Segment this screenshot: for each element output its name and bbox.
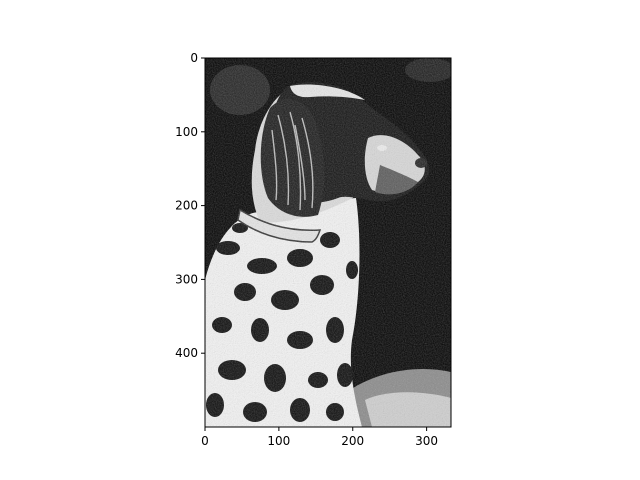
image-area — [205, 58, 451, 427]
y-tick-label: 400 — [175, 346, 198, 360]
x-tick-label: 200 — [341, 434, 364, 448]
y-tick-label: 0 — [190, 51, 198, 65]
x-axis: 0 100 200 300 — [201, 427, 438, 448]
x-tick-label: 0 — [201, 434, 209, 448]
x-tick-label: 100 — [267, 434, 290, 448]
image-grain — [205, 58, 451, 427]
y-tick-label: 100 — [175, 125, 198, 139]
axes-frame — [204, 57, 452, 428]
y-tick-label: 200 — [175, 199, 198, 213]
y-tick-label: 300 — [175, 272, 198, 286]
y-axis: 0 100 200 300 400 — [175, 51, 205, 360]
x-tick-label: 300 — [415, 434, 438, 448]
